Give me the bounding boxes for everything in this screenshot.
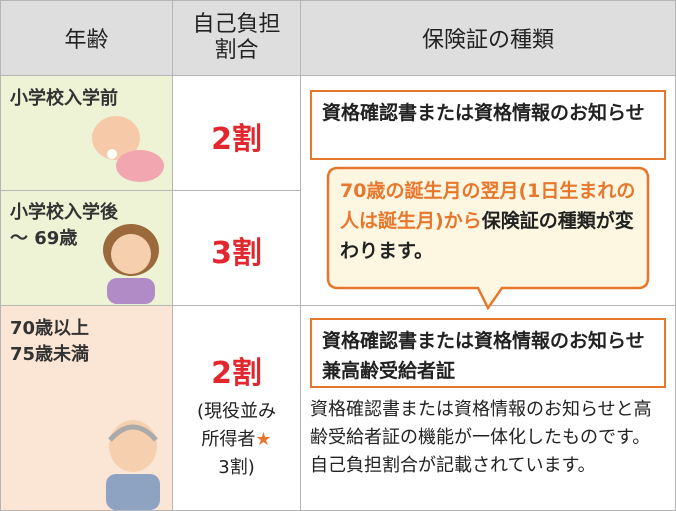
header-cell: 年齢 <box>0 0 173 76</box>
baby-illustration <box>92 116 164 182</box>
ratio: 2割 <box>211 356 262 391</box>
ratio: 3割 <box>211 236 262 271</box>
card-type: 資格確認書または資格情報のお知らせ兼高齢受給者証 <box>322 330 645 382</box>
callout-bubble <box>326 166 650 311</box>
note-text: (現役並み 所得者 <box>196 401 277 450</box>
row-cell <box>172 75 301 191</box>
header-text: 保険証の種類 <box>421 28 554 53</box>
age: 小学校入学後 ～ 69歳 <box>10 202 118 249</box>
row-cell <box>172 190 301 306</box>
card-type-box: 資格確認書または資格情報のお知らせ兼高齢受給者証 <box>310 318 666 388</box>
callout-body: 保険証の種類が変わります。 <box>340 210 634 262</box>
age: 70歳以上 75歳未満 <box>10 318 90 365</box>
age: 小学校入学前 <box>10 88 118 109</box>
header-cell: 自己負担 割合 <box>172 0 301 76</box>
star: ★ <box>255 429 272 450</box>
card-description: 資格確認書または資格情報のお知らせと高齢受給者証の機能が一体化したものです。自己… <box>310 399 652 476</box>
ratio: 2割 <box>211 122 262 157</box>
card-type: 資格確認書または資格情報のお知らせ <box>322 102 645 124</box>
header-cell: 保険証の種類 <box>300 0 676 76</box>
card-type-box: 資格確認書または資格情報のお知らせ <box>310 90 666 160</box>
row-cell <box>172 305 301 511</box>
woman-illustration <box>103 224 159 304</box>
note-text: 3割) <box>218 457 255 478</box>
header-text: 年齢 <box>64 28 109 53</box>
elder-illustration <box>106 420 160 510</box>
ratio-note: (現役並み 所得者★ 3割) <box>172 398 301 482</box>
callout-highlight: 70歳の誕生月の翌月(1日生まれの人は誕生月)から <box>340 180 636 232</box>
header-text: 自己負担 割合 <box>192 12 281 63</box>
callout-text: 70歳の誕生月の翌月(1日生まれの人は誕生月)から保険証の種類が変わります。 <box>340 176 640 266</box>
